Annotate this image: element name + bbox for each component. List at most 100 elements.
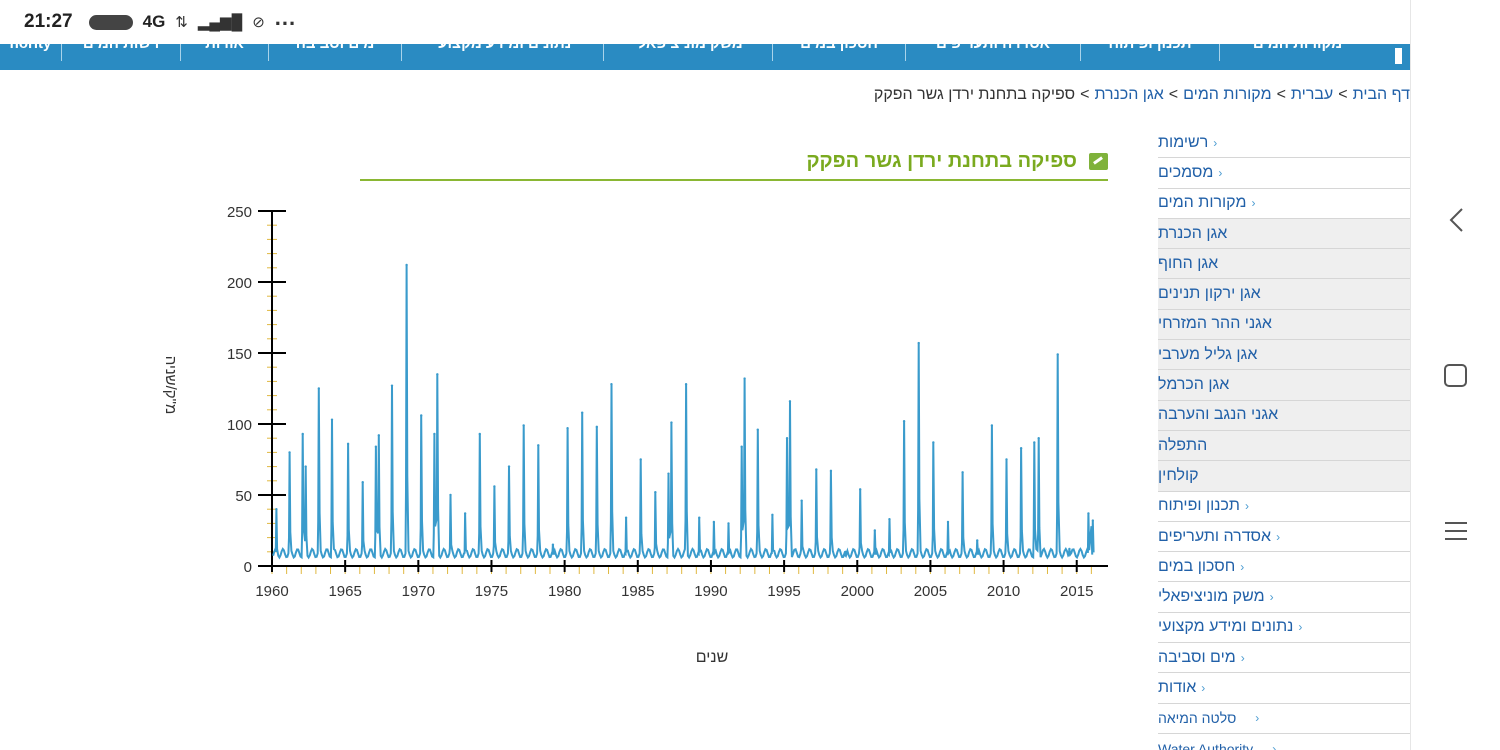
top-nav-item[interactable]: משק מוניציפאלי	[604, 44, 772, 61]
sidebar-item[interactable]: ‹ רשימות	[1158, 128, 1410, 159]
chart-page-icon	[1089, 153, 1108, 170]
breadcrumb-kinneret[interactable]: אגן הכנרת	[1094, 86, 1164, 103]
sidebar-item[interactable]: ‹ Water Authority	[1158, 734, 1410, 750]
top-nav-item[interactable]: מקורות המים	[1220, 44, 1375, 61]
data-point	[507, 465, 511, 468]
sidebar-item[interactable]: אגני ההר המזרחי	[1158, 309, 1410, 341]
x-tick-label: 1975	[475, 583, 508, 600]
data-point	[346, 442, 350, 446]
sidebar-item-label: מקורות המים	[1158, 194, 1247, 212]
data-point	[829, 469, 833, 473]
breadcrumb-separator: >	[1168, 86, 1179, 103]
breadcrumb-water-sources[interactable]: מקורות המים	[1183, 86, 1272, 103]
home-square-icon	[1444, 364, 1467, 387]
data-point	[390, 384, 394, 387]
data-point	[990, 424, 994, 427]
data-point	[374, 445, 378, 448]
data-point	[961, 471, 964, 474]
top-nav-separator	[905, 44, 906, 61]
data-point	[420, 414, 423, 417]
top-nav-item[interactable]: תכנון ופיתוח	[1081, 44, 1219, 61]
top-nav-item[interactable]: אסדרה ותעריפים	[906, 44, 1080, 61]
data-point	[785, 437, 789, 440]
sidebar-item[interactable]: ‹ אסדרה ותעריפים	[1158, 522, 1410, 553]
sidebar-item-label: אגן הכנרת	[1158, 224, 1228, 242]
sidebar-item[interactable]: ‹ נתונים ומידע מקצועי	[1158, 613, 1410, 644]
sidebar-item[interactable]: ‹ חסכון במים	[1158, 552, 1410, 583]
data-point	[1091, 519, 1095, 522]
breadcrumb-home[interactable]: דף הבית	[1352, 86, 1410, 103]
data-point	[610, 383, 613, 386]
status-bar: 21:27 4G ⇅ ▂▄▆█ ⊘ ...	[0, 0, 1410, 44]
sidebar-item[interactable]: ‹ סלטה המיאה	[1158, 704, 1410, 734]
sidebar-item-label: משק מוניציפאלי	[1158, 588, 1265, 606]
sidebar-item[interactable]: אגן גליל מערבי	[1158, 340, 1410, 371]
sidebar-bullet-icon: ‹	[1218, 165, 1223, 180]
sidebar-item[interactable]: אגן הכנרת	[1158, 218, 1410, 250]
top-nav-separator	[401, 44, 402, 61]
data-point	[463, 512, 467, 515]
data-point	[698, 516, 701, 519]
y-tick-label: 0	[244, 559, 252, 576]
top-nav-separator	[1080, 44, 1081, 61]
x-axis-title: שנים	[696, 649, 729, 666]
data-point	[1056, 353, 1059, 356]
sidebar-item[interactable]: אגן החוף	[1158, 249, 1410, 280]
sidebar-bullet-icon: ‹	[1240, 559, 1245, 574]
sidebar-item[interactable]: אגני הנגב והערבה	[1158, 400, 1410, 431]
x-tick-label: 1965	[328, 583, 361, 600]
sidebar-item-label: תכנון ופיתוח	[1158, 497, 1240, 515]
top-nav-item[interactable]: hority	[0, 44, 61, 61]
data-point	[624, 516, 628, 519]
data-point	[873, 529, 877, 532]
sidebar-item-label: אגני ההר המזרחי	[1158, 315, 1272, 333]
data-point	[330, 418, 334, 421]
series-line	[272, 264, 1095, 560]
sidebar-item[interactable]: ‹ תכנון ופיתוח	[1158, 492, 1410, 522]
top-nav-item[interactable]: מים וסביבה	[269, 44, 401, 61]
sidebar-item-label: אסדרה ותעריפים	[1158, 527, 1272, 545]
back-button[interactable]	[1411, 200, 1500, 240]
data-point	[478, 432, 481, 436]
sidebar-bullet-icon: ‹	[1240, 650, 1245, 665]
top-nav-item[interactable]: חסכון במים	[773, 44, 905, 61]
sidebar-bullet-icon: ‹	[1269, 590, 1274, 605]
sidebar-item[interactable]: ‹ מים וסביבה	[1158, 643, 1410, 674]
sidebar-item[interactable]: ‹ מסמכים	[1158, 158, 1410, 189]
data-point	[361, 481, 364, 484]
recents-button[interactable]	[1411, 516, 1500, 546]
android-navigation-bar	[1410, 0, 1500, 750]
x-tick-label: 2005	[914, 583, 947, 600]
sidebar-item[interactable]: אגן הכרמל	[1158, 370, 1410, 401]
content-title-bar: ספיקה בתחנת ירדן גשר הפקק	[360, 144, 1108, 181]
breadcrumb-current: ספיקה בתחנת ירדן גשר הפקק	[873, 86, 1076, 103]
sidebar-bullet-icon: ‹	[1244, 499, 1249, 514]
sidebar-item[interactable]: התפלה	[1158, 430, 1410, 462]
x-tick-label: 2000	[841, 583, 874, 600]
data-point	[976, 539, 979, 542]
data-point	[684, 383, 688, 386]
top-nav-item[interactable]: אודות	[181, 44, 268, 61]
data-point	[275, 508, 278, 511]
sidebar-item[interactable]: ‹ משק מוניציפאלי	[1158, 582, 1410, 613]
top-nav-item[interactable]: רשות המים	[62, 44, 180, 61]
x-tick-label: 1985	[621, 583, 654, 600]
breadcrumb-hebrew[interactable]: עברית	[1290, 86, 1334, 103]
sidebar-bullet-icon: ‹	[1213, 135, 1218, 150]
sidebar-item[interactable]: ‹ אודות	[1158, 673, 1410, 704]
sidebar-bullet-icon: ‹	[1201, 680, 1206, 695]
sidebar-item-label: אודות	[1158, 678, 1197, 696]
data-point	[743, 377, 746, 380]
top-nav-separator	[1219, 44, 1220, 61]
status-more: ...	[274, 5, 297, 30]
sidebar-item[interactable]: אגן ירקון תנינים	[1158, 279, 1410, 310]
home-button[interactable]	[1411, 360, 1500, 392]
y-axis-title: מ"ק/שניה	[162, 356, 179, 415]
x-tick-label: 1960	[255, 583, 288, 600]
menu-lines-icon	[1445, 522, 1467, 540]
data-point	[580, 411, 584, 414]
sidebar-item[interactable]: ‹ מקורות המים	[1158, 189, 1410, 219]
data-point	[932, 441, 935, 444]
top-nav-item[interactable]: נתונים ומידע מקצועי	[402, 44, 603, 61]
sidebar-item[interactable]: קולחין	[1158, 461, 1410, 492]
